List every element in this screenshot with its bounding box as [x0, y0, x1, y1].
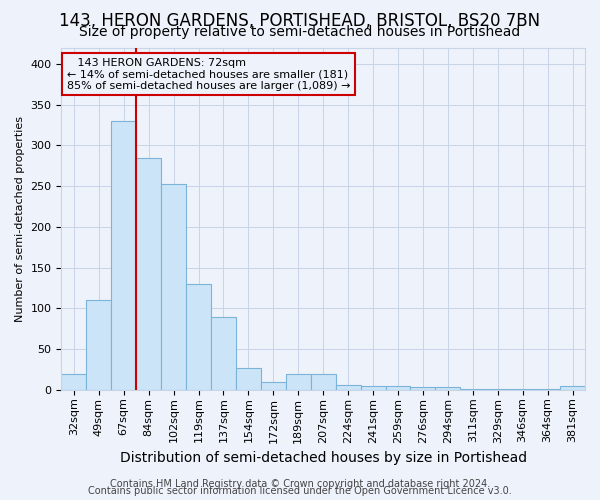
Bar [136, 158, 161, 390]
Bar [335, 385, 361, 390]
Text: Contains HM Land Registry data © Crown copyright and database right 2024.: Contains HM Land Registry data © Crown c… [110, 479, 490, 489]
Bar [261, 382, 286, 390]
Text: Size of property relative to semi-detached houses in Portishead: Size of property relative to semi-detach… [79, 25, 521, 39]
Bar [61, 374, 86, 390]
Bar [286, 374, 311, 390]
Bar [460, 389, 485, 390]
Bar [86, 300, 111, 390]
Bar [386, 386, 410, 390]
X-axis label: Distribution of semi-detached houses by size in Portishead: Distribution of semi-detached houses by … [119, 451, 527, 465]
Text: 143 HERON GARDENS: 72sqm
← 14% of semi-detached houses are smaller (181)
85% of : 143 HERON GARDENS: 72sqm ← 14% of semi-d… [67, 58, 350, 91]
Bar [485, 389, 510, 390]
Bar [436, 388, 460, 390]
Bar [535, 389, 560, 390]
Bar [161, 184, 186, 390]
Y-axis label: Number of semi-detached properties: Number of semi-detached properties [15, 116, 25, 322]
Bar [361, 386, 386, 390]
Bar [236, 368, 261, 390]
Bar [311, 374, 335, 390]
Bar [111, 121, 136, 390]
Bar [186, 284, 211, 390]
Text: 143, HERON GARDENS, PORTISHEAD, BRISTOL, BS20 7BN: 143, HERON GARDENS, PORTISHEAD, BRISTOL,… [59, 12, 541, 30]
Bar [510, 389, 535, 390]
Bar [211, 316, 236, 390]
Bar [560, 386, 585, 390]
Text: Contains public sector information licensed under the Open Government Licence v3: Contains public sector information licen… [88, 486, 512, 496]
Bar [410, 386, 436, 390]
